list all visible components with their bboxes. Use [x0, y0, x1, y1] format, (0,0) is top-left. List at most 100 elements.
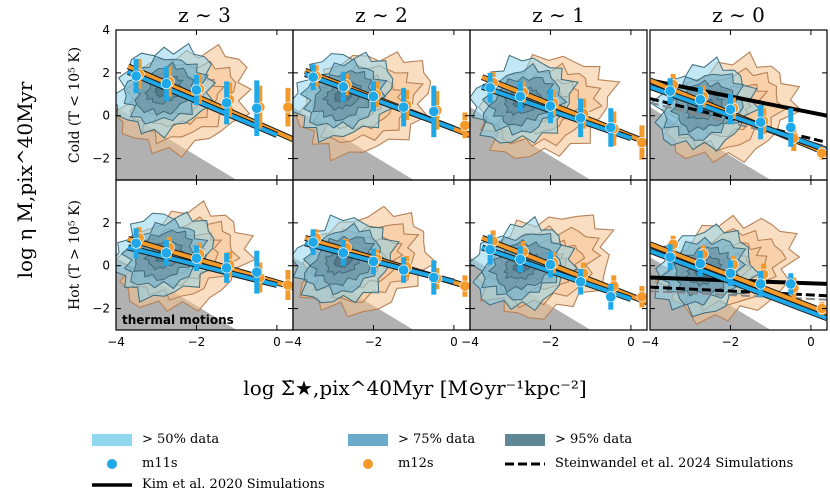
legend-solid-line: [92, 482, 132, 487]
x-tick-label: −2: [542, 335, 560, 349]
legend-swatch-75: [348, 433, 388, 446]
steinwandel2024-line: [650, 285, 827, 298]
y-tick-label: 0: [102, 109, 110, 123]
column-title: z ∼ 1: [532, 3, 585, 27]
legend-dot-m12s: [363, 458, 373, 469]
panel-0-2: [470, 53, 647, 180]
y-axis-label: log η M,pix^40Myr: [13, 81, 37, 278]
y-tick-label: 2: [102, 66, 110, 80]
x-tick-label: 0: [450, 335, 458, 349]
x-tick-label: −4: [107, 335, 125, 349]
m12s-point: [636, 137, 647, 148]
m11s-point: [544, 100, 556, 112]
m12s-point: [816, 303, 827, 315]
m11s-point: [724, 267, 736, 279]
panel-1-0: [116, 200, 293, 330]
m11s-point: [605, 291, 617, 303]
y-tick-label: 2: [102, 216, 110, 230]
m11s-fit-line: [650, 248, 827, 321]
kim2020-line: [650, 78, 827, 118]
m11s-point: [664, 85, 676, 97]
row-label: Cold (T < 10⁵ K): [67, 47, 83, 163]
m11s-point: [755, 116, 767, 128]
m11s-point: [190, 84, 202, 96]
legend-item-m11s: m11s: [92, 456, 178, 471]
m12s-point: [459, 119, 470, 131]
m11s-point: [307, 71, 319, 83]
panel-1-3: [650, 214, 827, 330]
m11s-fit-line: [127, 245, 278, 287]
y-tick-label: −2: [92, 302, 110, 316]
m11s-point: [337, 81, 349, 93]
thermal-motions-label: thermal motions: [122, 313, 234, 327]
m11s-point: [190, 252, 202, 264]
legend-dashed-line: [505, 462, 545, 465]
m12s-point: [636, 291, 647, 303]
column-title: z ∼ 0: [712, 3, 765, 27]
panel-frame: [649, 179, 828, 331]
panel-0-3: [650, 51, 827, 180]
legend-swatch-95: [505, 433, 545, 446]
column-title: z ∼ 2: [355, 3, 408, 27]
panel-0-0: [116, 42, 293, 180]
legend-item-95: > 95% data: [505, 432, 632, 447]
m11s-point: [694, 258, 706, 270]
m11s-point: [785, 122, 797, 134]
m11s-point: [251, 102, 263, 114]
m11s-point: [575, 276, 587, 288]
legend-item-steinwandel: Steinwandel et al. 2024 Simulations: [505, 456, 793, 471]
m11s-point: [160, 78, 172, 90]
m11s-point: [514, 253, 526, 265]
m11s-point: [575, 112, 587, 124]
m11s-point: [514, 90, 526, 102]
x-tick-label: −2: [188, 335, 206, 349]
x-tick-label: 0: [627, 335, 635, 349]
x-tick-label: −2: [722, 335, 740, 349]
m11s-point: [221, 262, 233, 274]
y-tick-label: −2: [92, 152, 110, 166]
panel-1-1: [293, 205, 470, 330]
legend-item-kim: Kim et al. 2020 Simulations: [92, 477, 325, 492]
m11s-point: [484, 82, 496, 94]
legend-swatch-50: [92, 433, 132, 446]
m12s-fit-line: [481, 235, 647, 305]
x-tick-label: −2: [365, 335, 383, 349]
m12s-point: [282, 279, 293, 291]
m12s-point: [282, 101, 293, 113]
m11s-point: [367, 90, 379, 102]
legend-item-50: > 50% data: [92, 432, 219, 447]
m11s-point: [160, 247, 172, 259]
legend-item-75: > 75% data: [348, 432, 475, 447]
m11s-point: [484, 244, 496, 256]
m11s-point: [130, 70, 142, 82]
y-tick-label: 0: [102, 259, 110, 273]
x-tick-label: −4: [461, 335, 479, 349]
x-tick-label: 0: [807, 335, 815, 349]
m11s-point: [544, 259, 556, 271]
row-label: Hot (T > 10⁵ K): [67, 200, 83, 310]
m11s-point: [785, 278, 797, 290]
legend-dot-m11s: [107, 458, 117, 469]
m11s-point: [337, 247, 349, 259]
m11s-point: [251, 266, 263, 278]
panel-0-1: [293, 51, 470, 180]
m12s-point: [459, 280, 470, 292]
m11s-point: [221, 97, 233, 109]
m11s-point: [664, 251, 676, 263]
x-tick-label: −4: [641, 335, 659, 349]
m11s-fit-line: [304, 72, 455, 131]
panel-frame: [469, 179, 648, 331]
m11s-point: [130, 237, 142, 249]
column-title: z ∼ 3: [178, 3, 231, 27]
x-axis-label: log Σ̇★,pix^40Myr [M⊙yr⁻¹kpc⁻²]: [243, 376, 586, 400]
x-tick-label: −4: [284, 335, 302, 349]
panel-1-2: [470, 214, 647, 330]
legend: > 50% data > 75% data > 95% data m11s m1…: [0, 428, 830, 492]
figure: −2 0 2 4 z ∼ 3 z ∼ 2 z ∼ 1 z ∼ 0 −2 0 2 −4 −2 0 therma…: [13, 3, 828, 400]
m11s-fit-line: [127, 69, 278, 137]
m11s-fit-line: [481, 245, 632, 301]
m11s-point: [428, 105, 440, 117]
m11s-point: [307, 236, 319, 248]
m12s-fit-line: [650, 242, 827, 315]
m11s-point: [724, 103, 736, 115]
